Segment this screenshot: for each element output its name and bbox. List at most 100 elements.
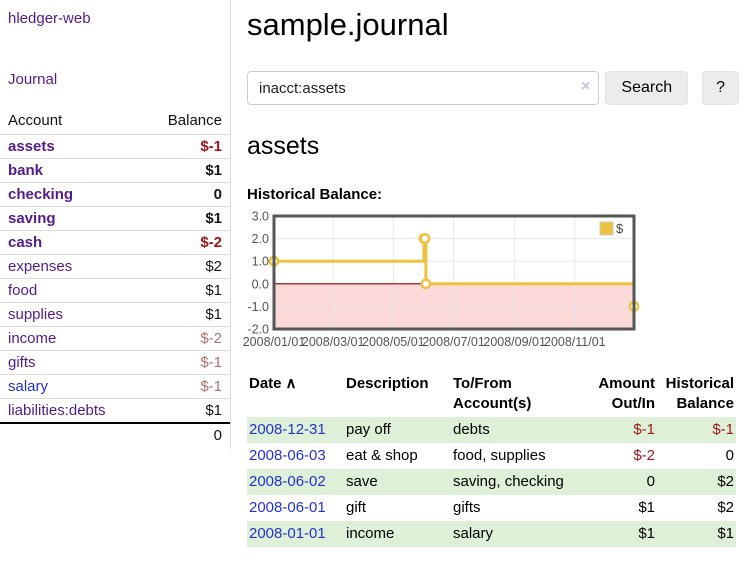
transaction-description: pay off (346, 421, 391, 438)
register-row: 2008-01-01 income salary $1 $1 (247, 521, 736, 547)
account-link[interactable]: cash (8, 234, 43, 251)
accounts-total-value: 0 (213, 427, 222, 444)
account-row: salary $-1 (0, 374, 230, 399)
main-content: sample.journal × Search ? assets Histori… (243, 0, 739, 547)
register-table-body: 2008-12-31 pay off debts $-1 $-1 2008-06-03 ea… (247, 417, 736, 547)
balance-chart-svg: 3.0 2.0 1.0 0.0 -1.0 -2.02008/01/012008/03/01… (243, 210, 640, 349)
account-row: bank $1 (0, 158, 230, 183)
y-axis-tick: 0.0 (252, 277, 269, 291)
account-link[interactable]: food (8, 282, 38, 299)
account-balance: $-1 (200, 378, 222, 395)
transaction-amount: $1 (638, 499, 655, 516)
transaction-amount: $-2 (633, 447, 655, 464)
transaction-date-link[interactable]: 2008-01-01 (249, 525, 326, 542)
account-balance: $-1 (200, 138, 222, 155)
transaction-amount: $-1 (633, 421, 655, 438)
x-axis-tick: 2008/05/01 (362, 335, 425, 349)
transaction-date-link[interactable]: 2008-12-31 (249, 421, 326, 438)
transaction-date-link[interactable]: 2008-06-02 (249, 473, 326, 490)
account-row: liabilities:debts $1 (0, 398, 230, 424)
account-heading: assets (247, 132, 320, 160)
account-row: gifts $-1 (0, 350, 230, 375)
account-balance: $1 (205, 306, 222, 323)
account-balance: $1 (205, 210, 222, 227)
transaction-balance: $-1 (712, 421, 734, 438)
register-header-description: Description (346, 375, 429, 392)
accounts-table-header: Account Balance (0, 110, 230, 135)
y-axis-tick: 2.0 (252, 232, 269, 246)
legend-label: $ (616, 221, 624, 236)
sidebar-item-journal[interactable]: Journal (8, 71, 58, 88)
help-button[interactable]: ? (702, 71, 739, 105)
register-row: 2008-06-03 eat & shop food, supplies $-2 0 (247, 443, 736, 469)
legend-swatch-icon (599, 221, 614, 236)
register-header-amount: Amount Out/In (598, 375, 655, 412)
accounts-table-body: assets $-1 bank $1 checking 0 saving $1 cash $-2 e… (0, 134, 230, 424)
transaction-description: save (346, 473, 378, 490)
accounts-header-account: Account (8, 112, 63, 129)
x-axis-tick: 2008/03/01 (302, 335, 365, 349)
clear-search-icon[interactable]: × (581, 78, 591, 95)
account-link[interactable]: income (8, 330, 57, 347)
chart-title: Historical Balance: (247, 186, 383, 203)
account-balance: $-2 (200, 330, 222, 347)
accounts-total-spacer (0, 423, 142, 447)
account-balance: $1 (205, 162, 222, 179)
accounts-header-balance: Balance (167, 112, 222, 129)
account-link[interactable]: saving (8, 210, 56, 227)
transaction-amount: $1 (638, 525, 655, 542)
account-link[interactable]: bank (8, 162, 44, 179)
x-axis-tick: 2008/11/01 (544, 335, 606, 349)
register-header-accounts: To/From Account(s) (453, 375, 532, 412)
transaction-date-link[interactable]: 2008-06-01 (249, 499, 326, 516)
register-row: 2008-06-02 save saving, checking 0 $2 (247, 469, 736, 495)
search-input-wrap: × (247, 71, 600, 105)
transaction-balance: $2 (717, 499, 734, 516)
transaction-accounts: saving, checking (453, 473, 564, 490)
account-balance: $-1 (200, 354, 222, 371)
register-header-date[interactable]: Date ∧ (249, 375, 297, 392)
transaction-accounts: debts (453, 421, 490, 438)
account-row: supplies $1 (0, 302, 230, 327)
account-link[interactable]: checking (8, 186, 74, 203)
transaction-accounts: food, supplies (453, 447, 546, 464)
account-link[interactable]: liabilities:debts (8, 402, 106, 419)
account-row: cash $-2 (0, 230, 230, 255)
account-link[interactable]: salary (8, 378, 49, 395)
transaction-description: eat & shop (346, 447, 418, 464)
account-link[interactable]: gifts (8, 354, 36, 371)
account-balance: $1 (205, 402, 222, 419)
transaction-balance: $1 (717, 525, 734, 542)
transaction-amount: 0 (646, 473, 655, 490)
x-axis-tick: 2008/09/01 (483, 335, 546, 349)
transaction-description: gift (346, 499, 367, 516)
transaction-balance: 0 (725, 447, 734, 464)
account-balance: $2 (205, 258, 222, 275)
accounts-table: Account Balance assets $-1 bank $1 checking 0… (0, 110, 230, 447)
app-brand-link[interactable]: hledger-web (8, 10, 91, 27)
y-axis-tick: 3.0 (252, 210, 269, 224)
y-axis-tick: 1.0 (252, 255, 269, 269)
register-header-balance: Historical Balance (665, 375, 734, 412)
account-row: income $-2 (0, 326, 230, 351)
y-axis-tick: -1.0 (247, 300, 269, 314)
search-form: × Search ? (247, 71, 739, 105)
transaction-date-link[interactable]: 2008-06-03 (249, 447, 326, 464)
account-link[interactable]: supplies (8, 306, 64, 323)
account-row: saving $1 (0, 206, 230, 231)
account-link[interactable]: assets (8, 138, 55, 155)
search-input[interactable] (247, 71, 600, 105)
account-balance: $-2 (200, 234, 222, 251)
register-row: 2008-12-31 pay off debts $-1 $-1 (247, 417, 736, 443)
register-row: 2008-06-01 gift gifts $1 $2 (247, 495, 736, 521)
page-title: sample.journal (247, 7, 449, 42)
sort-ascending-icon: ∧ (285, 375, 297, 392)
transaction-balance: $2 (717, 473, 734, 490)
account-row: food $1 (0, 278, 230, 303)
search-button[interactable]: Search (605, 71, 689, 105)
account-balance: $1 (205, 282, 222, 299)
register-table: Date ∧ Description To/From Account(s) Amo… (247, 371, 736, 547)
x-axis-tick: 2008/07/01 (422, 335, 485, 349)
account-balance: 0 (213, 186, 222, 203)
account-link[interactable]: expenses (8, 258, 73, 275)
